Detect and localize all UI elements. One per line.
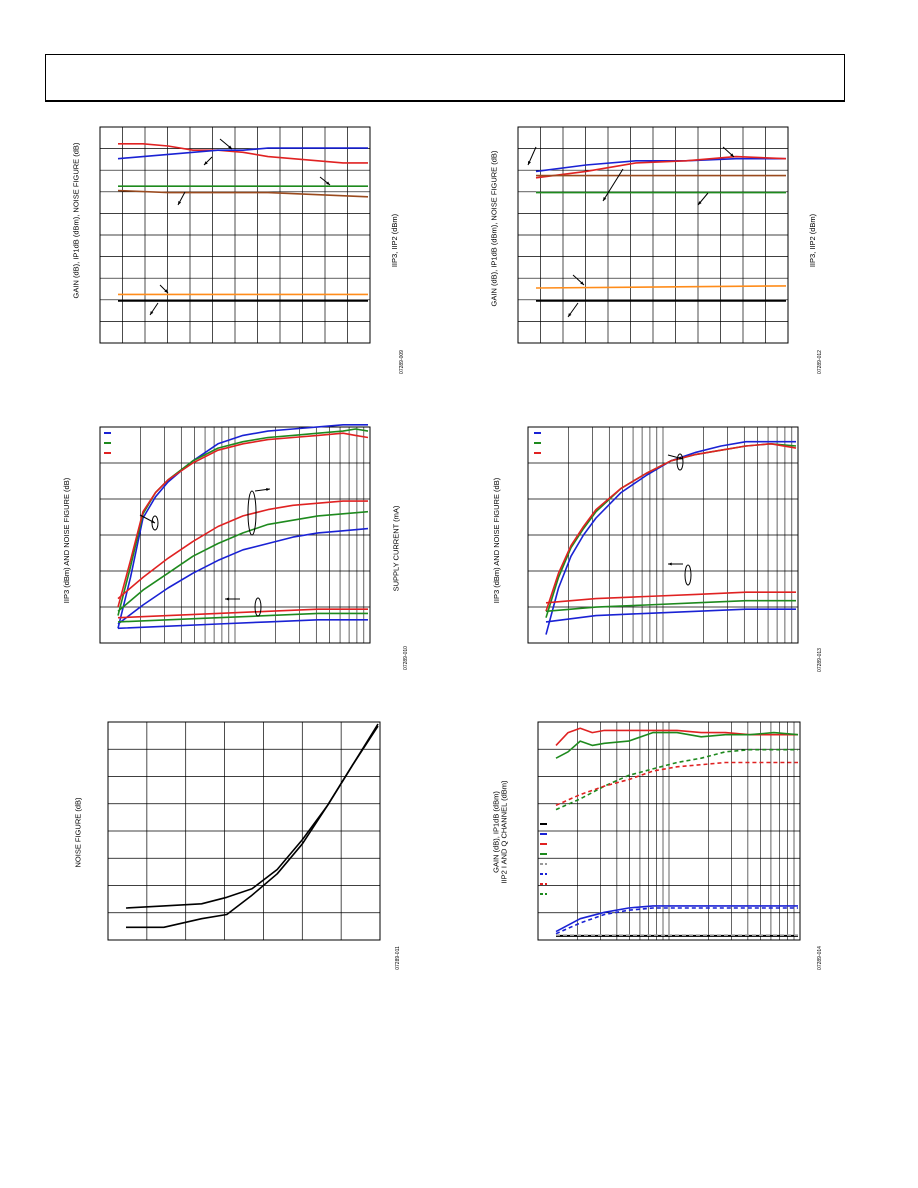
series-line-red: [545, 591, 796, 604]
arrow-head: [668, 562, 672, 566]
y-axis-label: GAIN (dB), IP1dB (dBm), NOISE FIGURE (dB…: [71, 142, 81, 298]
arrow-head: [528, 161, 531, 165]
series-line-blue: [545, 608, 796, 623]
arrow-head: [150, 311, 154, 315]
figure-id: 07289-009: [398, 350, 405, 374]
series-line-red: [535, 155, 787, 179]
annotation-arrow: [602, 168, 624, 202]
y-axis-label: GAIN (dB), IP1dB (dBm) IIP2 I AND Q CHAN…: [491, 780, 509, 884]
grid: [108, 722, 380, 940]
figure-id: 07289-011: [394, 946, 401, 970]
group-ellipse: [254, 597, 262, 617]
plot-frame: [99, 426, 371, 644]
series-line-red: [117, 432, 369, 608]
chart-panel-fig12: [517, 126, 789, 344]
grid: [538, 722, 800, 940]
series-line-blue: [555, 905, 798, 933]
group-ellipse: [676, 453, 684, 471]
chart-svg: [99, 423, 371, 644]
arrow-head: [603, 197, 607, 201]
arrow-head: [266, 487, 270, 492]
arrow-head: [679, 456, 683, 460]
arrow-head: [204, 161, 208, 165]
series-line-black: [125, 723, 379, 909]
series-line-red: [555, 727, 798, 746]
series-line-black: [126, 725, 379, 929]
series-line-green: [117, 510, 369, 612]
y-axis-label: GAIN (dB), IP1dB (dBm), NOISE FIGURE (dB…: [489, 150, 499, 306]
grid: [528, 427, 798, 643]
series-line-brown: [117, 189, 369, 198]
chart-svg: [537, 721, 801, 941]
series-line-orange: [535, 285, 787, 289]
y2-axis-label: IIP3, IIP2 (dBm): [389, 213, 399, 267]
arrow-head: [326, 181, 330, 185]
figure-id: 07289-013: [816, 648, 823, 672]
series-line-blue: [535, 157, 786, 173]
series-line-red: [545, 442, 797, 612]
group-ellipse: [151, 515, 159, 531]
figure-id: 07289-012: [816, 350, 823, 374]
series-line-blue: [117, 619, 368, 630]
y-axis-label: IIP3 (dBm) AND NOISE FIGURE (dB): [61, 477, 71, 603]
series-line-green: [555, 731, 799, 759]
series-line-red: [117, 608, 368, 619]
arrow-head: [164, 289, 168, 293]
plot-frame: [537, 721, 801, 941]
plot-frame: [99, 126, 371, 344]
page-header-box: [45, 54, 845, 102]
grid: [100, 427, 370, 643]
arrow-head: [568, 313, 572, 317]
chart-panel-fig11: [107, 721, 381, 941]
group-ellipse: [247, 490, 257, 536]
y-axis-label: NOISE FIGURE (dB): [73, 796, 83, 868]
arrow-head: [225, 597, 229, 601]
series-line-green: [545, 599, 796, 613]
figure-id: 07289-010: [402, 646, 409, 670]
chart-panel-fig13: [527, 426, 799, 644]
chart-svg: [99, 126, 371, 344]
plot-frame: [527, 426, 799, 644]
arrow-head: [228, 145, 232, 149]
series-line-red: [118, 142, 368, 164]
plot-frame: [107, 721, 381, 941]
chart-panel-fig10: [99, 423, 371, 644]
plot-frame: [517, 126, 789, 344]
series-line-blue: [555, 907, 798, 935]
series-line-green: [555, 748, 798, 811]
chart-svg: [527, 426, 799, 644]
series-line-green: [117, 428, 369, 616]
series-line-blue: [117, 423, 368, 629]
figure-id: 07289-014: [816, 946, 823, 970]
chart-panel-fig9: [99, 126, 371, 344]
series-line-green: [117, 612, 368, 623]
y-axis-label: IIP3 (dBm) AND NOISE FIGURE (dB): [491, 477, 501, 603]
arrow-head: [178, 201, 182, 205]
grid: [100, 127, 370, 343]
arrow-head: [580, 281, 584, 285]
series-line-red: [117, 500, 368, 600]
group-ellipse: [684, 564, 692, 586]
series-line-blue: [545, 440, 796, 635]
chart-svg: [107, 721, 381, 941]
chart-svg: [517, 126, 789, 344]
series-line-red: [555, 761, 798, 807]
arrow-head: [698, 201, 702, 205]
chart-panel-fig14: [537, 721, 801, 941]
series-line-blue: [117, 527, 369, 625]
y2-axis-label: IIP3, IIP2 (dBm): [807, 213, 817, 267]
arrow-head: [730, 153, 734, 157]
y2-axis-label: SUPPLY CURRENT (mA): [391, 505, 401, 591]
series-line-blue: [117, 147, 368, 160]
